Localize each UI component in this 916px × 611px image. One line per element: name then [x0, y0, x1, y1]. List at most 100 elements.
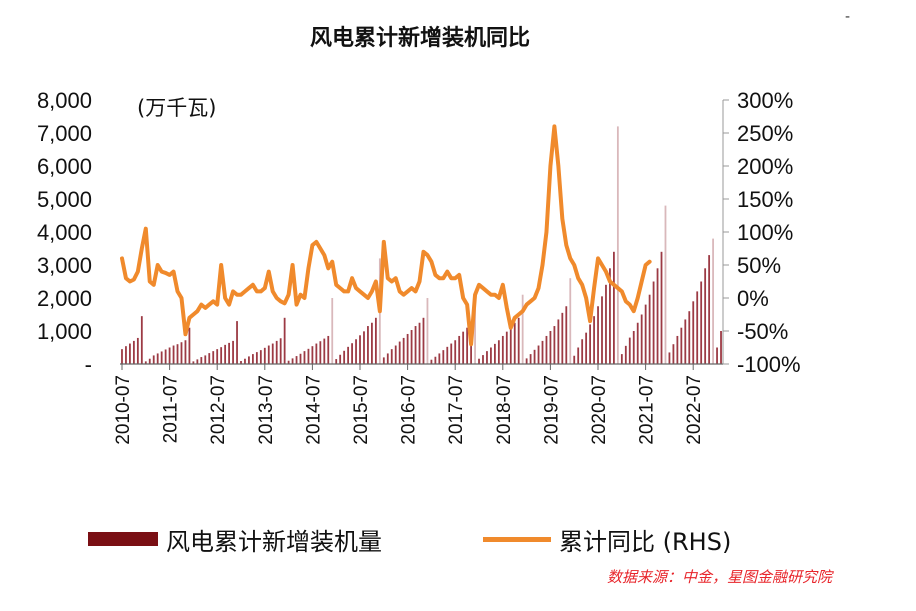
series-line-yoy [119, 124, 652, 347]
line-point [311, 244, 313, 246]
line-point [335, 284, 337, 286]
x-tick-label: 2013-07 [256, 375, 277, 445]
bar [319, 341, 322, 364]
line-point [486, 290, 488, 292]
bar [156, 353, 159, 364]
bar [712, 238, 714, 364]
right-tick-label: 50% [737, 253, 781, 278]
line-point [232, 290, 234, 292]
bar [248, 356, 250, 364]
bar [152, 355, 155, 364]
bar [577, 347, 580, 364]
bar [121, 349, 123, 364]
bar [708, 255, 711, 364]
line-point [522, 310, 524, 312]
line-point [399, 290, 401, 292]
line-point [379, 310, 381, 312]
bar [148, 358, 151, 364]
line-point [387, 277, 389, 279]
x-tick-label: 2015-07 [351, 375, 372, 445]
line-point [212, 300, 214, 302]
bar [640, 314, 643, 364]
bar [505, 331, 508, 364]
bar [601, 296, 603, 364]
bar [386, 353, 389, 364]
line-point [490, 294, 492, 296]
line-point [176, 290, 179, 292]
line-point [553, 125, 556, 127]
bar [232, 340, 234, 364]
line-point [407, 290, 409, 292]
bar [696, 291, 699, 364]
bar [446, 346, 449, 364]
bar [605, 284, 607, 364]
line-point [168, 274, 171, 276]
line-point [510, 327, 512, 329]
bar [355, 339, 357, 364]
line-point [383, 241, 385, 243]
bar [279, 338, 282, 364]
bar [493, 343, 496, 364]
line-point [153, 284, 155, 286]
line-point [478, 284, 480, 286]
bar [648, 294, 651, 364]
bar [351, 343, 353, 364]
bar [442, 350, 445, 364]
bar [553, 326, 556, 364]
bar [434, 356, 437, 364]
bar [525, 358, 528, 364]
bar [628, 337, 631, 364]
bar [636, 322, 639, 364]
bar [557, 319, 560, 364]
line-point [200, 304, 202, 306]
line-point [121, 257, 123, 259]
bar [188, 327, 191, 364]
line-point [466, 304, 468, 306]
bar [438, 353, 441, 364]
bar [363, 331, 365, 364]
right-tick-label: 150% [737, 187, 793, 212]
bar [307, 348, 310, 364]
bar [192, 361, 195, 364]
bar [537, 345, 540, 364]
bar [692, 301, 695, 364]
bar [140, 316, 143, 364]
bar [125, 346, 127, 364]
line-point [561, 218, 563, 220]
line-point [141, 247, 143, 250]
bar [593, 316, 595, 364]
line-point [161, 271, 163, 273]
bar [573, 355, 576, 364]
line-point [216, 304, 218, 306]
right-axis-ticks: -100% -50% 0% 50% 100% 150% 200% 250% 300% [723, 88, 801, 377]
line-point [367, 297, 369, 299]
bar [410, 330, 413, 364]
bar [426, 298, 429, 364]
x-tick-label: 2011-07 [161, 375, 182, 443]
bar [283, 317, 286, 364]
line-point [359, 290, 361, 292]
line-point [371, 290, 373, 292]
bar [585, 332, 588, 364]
bar [422, 317, 425, 364]
bar [129, 343, 131, 364]
bar [406, 333, 409, 364]
line-point [347, 290, 349, 292]
bar [716, 347, 718, 364]
line-point [248, 287, 250, 289]
legend-line-label: 累计同比 (RHS) [559, 527, 732, 556]
bar [291, 358, 294, 364]
line-point [414, 290, 417, 292]
bar [224, 344, 227, 364]
bar [458, 335, 461, 364]
line-point [621, 290, 623, 292]
right-tick-label: 0% [737, 286, 769, 311]
bar [327, 335, 330, 364]
bar [533, 349, 536, 364]
x-tick-label: 2018-07 [494, 375, 515, 445]
line-point [355, 287, 357, 289]
bar [652, 281, 655, 364]
line-point [343, 290, 345, 292]
bar [343, 350, 346, 364]
line-point [133, 278, 135, 281]
